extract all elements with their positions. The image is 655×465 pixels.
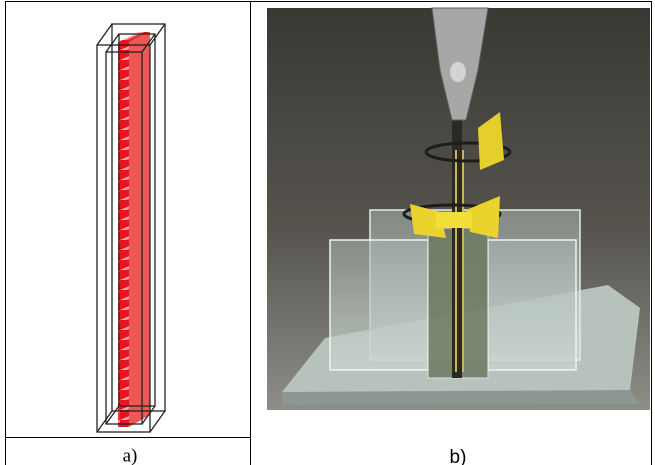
panel-label: a) (123, 445, 138, 465)
drawing-a (97, 24, 165, 432)
panel-label: b) (450, 447, 467, 465)
photo-b (267, 8, 650, 410)
page: {"figure": {"panels": [{"label": "a)"}, … (0, 0, 655, 465)
figure: a) b) (0, 0, 655, 465)
